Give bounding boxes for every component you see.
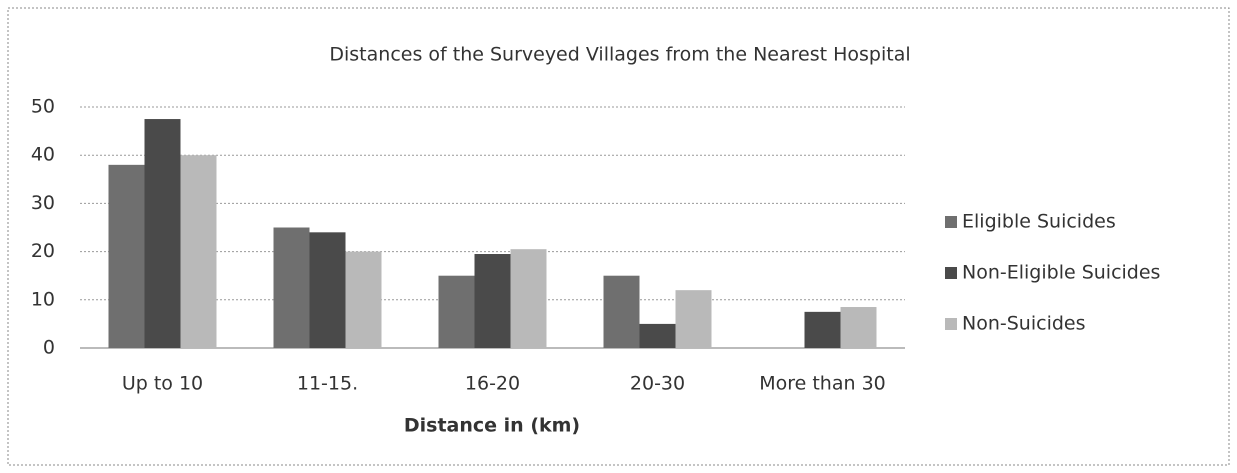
legend-label: Non-Eligible Suicides <box>962 262 1160 284</box>
bar <box>840 307 877 348</box>
bar <box>144 119 181 348</box>
bar <box>474 254 511 348</box>
bar <box>108 164 145 348</box>
x-axis-label: Distance in (km) <box>404 415 580 437</box>
chart-title: Distances of the Surveyed Villages from … <box>329 44 910 66</box>
chart-border <box>7 7 1230 466</box>
x-tick-label: 16-20 <box>465 373 520 395</box>
x-tick-label: 20-30 <box>630 373 685 395</box>
bar <box>603 275 640 348</box>
y-tick-label: 30 <box>31 192 55 214</box>
bar <box>345 251 382 348</box>
legend-swatch <box>945 216 957 228</box>
y-tick-label: 40 <box>31 144 55 166</box>
bar <box>804 311 841 348</box>
y-tick-label: 0 <box>43 337 55 359</box>
y-tick-label: 50 <box>31 96 55 118</box>
bar <box>309 232 346 348</box>
bar <box>510 249 547 348</box>
legend-label: Eligible Suicides <box>962 211 1116 233</box>
legend-swatch <box>945 267 957 279</box>
y-tick-label: 10 <box>31 288 55 310</box>
legend-swatch <box>945 318 957 330</box>
bar <box>273 227 310 348</box>
bar <box>639 323 676 348</box>
legend-label: Non-Suicides <box>962 313 1086 335</box>
y-tick-label: 20 <box>31 240 55 262</box>
bar <box>180 155 217 348</box>
x-tick-label: 11-15. <box>297 373 358 395</box>
bar <box>675 290 712 348</box>
x-tick-label: More than 30 <box>759 373 886 395</box>
bar <box>438 275 475 348</box>
x-tick-label: Up to 10 <box>122 373 203 395</box>
